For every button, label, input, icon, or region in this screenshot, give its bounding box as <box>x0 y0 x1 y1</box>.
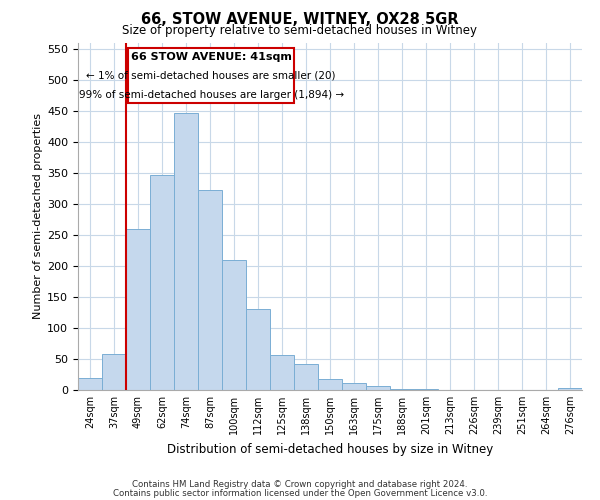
Bar <box>150 174 174 390</box>
Text: Contains HM Land Registry data © Crown copyright and database right 2024.: Contains HM Land Registry data © Crown c… <box>132 480 468 489</box>
Y-axis label: Number of semi-detached properties: Number of semi-detached properties <box>33 114 43 320</box>
Bar <box>270 354 294 390</box>
Bar <box>174 112 198 390</box>
Text: 66, STOW AVENUE, WITNEY, OX28 5GR: 66, STOW AVENUE, WITNEY, OX28 5GR <box>141 12 459 28</box>
Bar <box>246 310 270 390</box>
X-axis label: Distribution of semi-detached houses by size in Witney: Distribution of semi-detached houses by … <box>167 442 493 456</box>
Text: 99% of semi-detached houses are larger (1,894) →: 99% of semi-detached houses are larger (… <box>79 90 344 100</box>
Bar <box>222 260 246 390</box>
Bar <box>366 386 390 390</box>
Bar <box>558 388 582 390</box>
Text: Contains public sector information licensed under the Open Government Licence v3: Contains public sector information licen… <box>113 488 487 498</box>
Text: Size of property relative to semi-detached houses in Witney: Size of property relative to semi-detach… <box>122 24 478 37</box>
Bar <box>198 190 222 390</box>
FancyBboxPatch shape <box>128 48 294 102</box>
Bar <box>102 354 126 390</box>
Bar <box>390 389 414 390</box>
Bar <box>294 364 318 390</box>
Text: ← 1% of semi-detached houses are smaller (20): ← 1% of semi-detached houses are smaller… <box>86 70 336 81</box>
Bar <box>318 379 342 390</box>
Bar <box>126 228 150 390</box>
Text: 66 STOW AVENUE: 41sqm: 66 STOW AVENUE: 41sqm <box>131 52 292 62</box>
Bar <box>342 382 366 390</box>
Bar <box>78 378 102 390</box>
